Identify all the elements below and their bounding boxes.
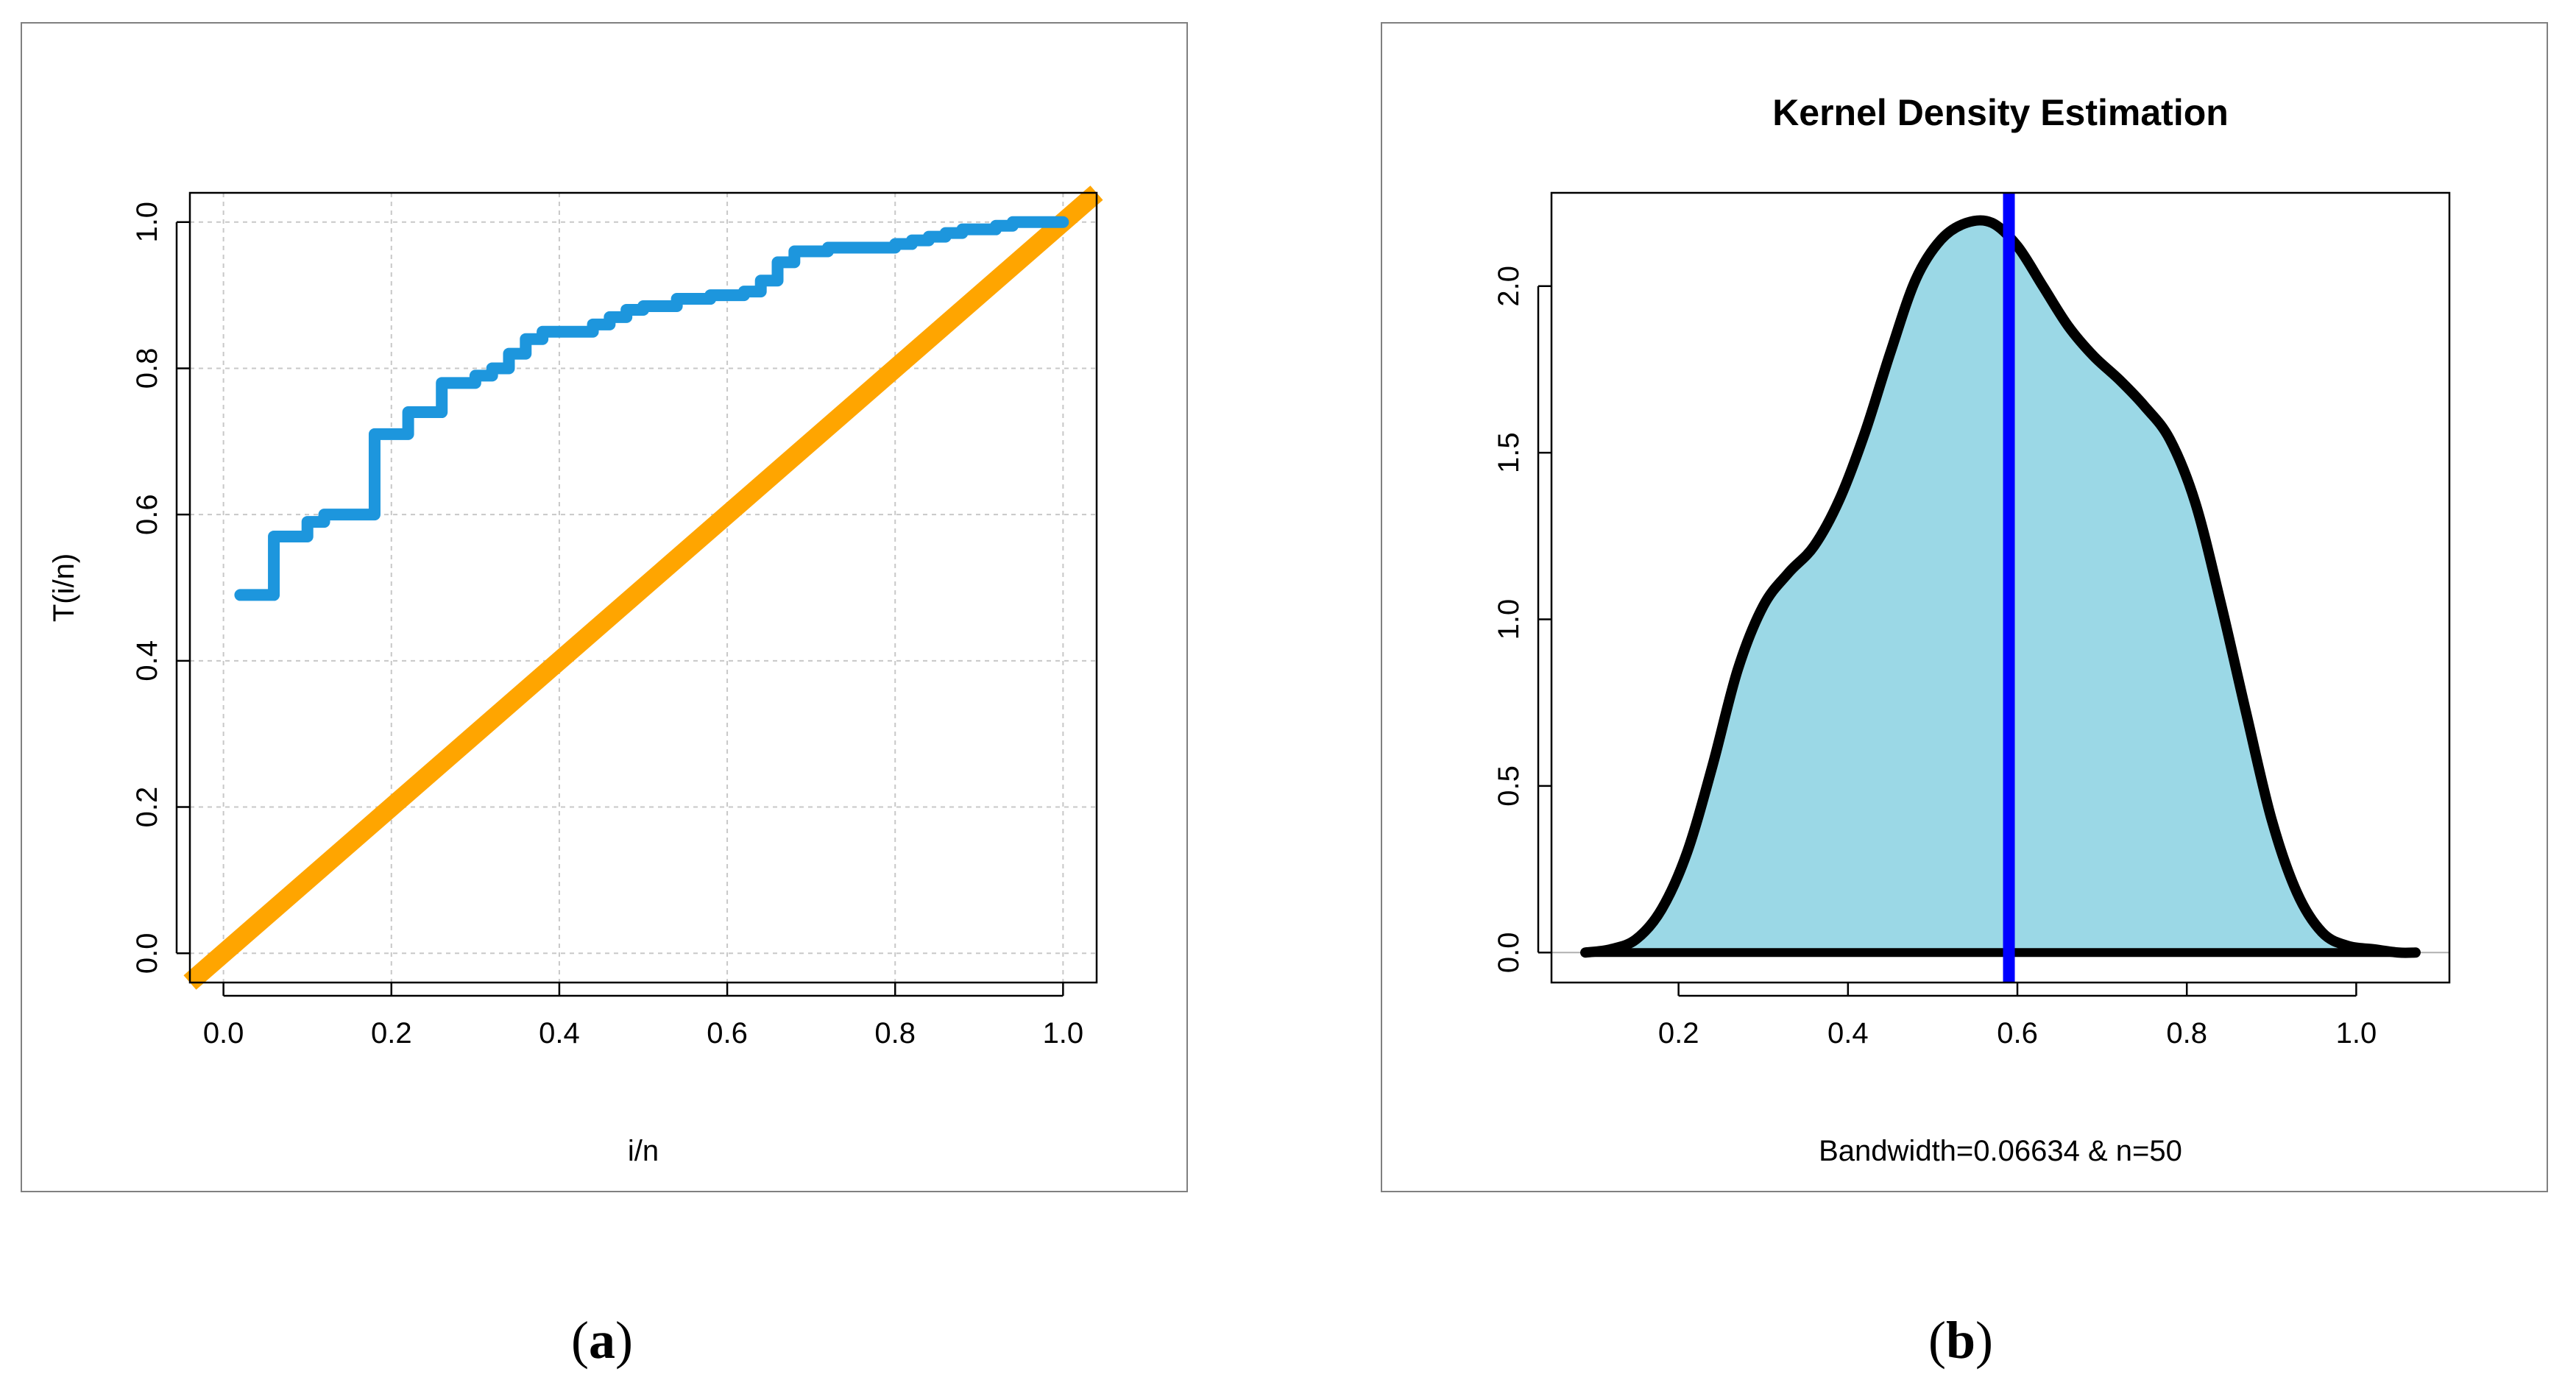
chart-b-y-tick-label: 1.5 (1493, 432, 1525, 473)
chart-b-y-axis: 0.0 0.5 1.0 1.5 2.0 (1493, 266, 1551, 973)
chart-b-density-area (1585, 220, 2416, 953)
chart-a-x-axis: 0.0 0.2 0.4 0.6 0.8 1.0 (203, 983, 1083, 1050)
caption-b-svg: (b) (1928, 1311, 1993, 1370)
chart-b-y-tick-label: 2.0 (1493, 266, 1525, 307)
chart-a-diagonal-line (183, 185, 1103, 990)
chart-b-y-tick-label: 1.0 (1493, 599, 1525, 640)
chart-a-y-label: T(i/n) (48, 553, 80, 622)
caption-a-text: (a) (571, 1311, 633, 1370)
chart-b-title: Kernel Density Estimation (1772, 92, 2229, 133)
caption-b-text: (b) (1928, 1311, 1993, 1370)
chart-a-frame (21, 22, 1188, 1192)
chart-b-plot-box (1550, 191, 2451, 984)
caption-a-svg: (a) (571, 1311, 633, 1370)
chart-b-x-axis: 0.2 0.4 0.6 0.8 1.0 (1658, 983, 2377, 1050)
chart-b-x-tick-label: 1.0 (2336, 1017, 2377, 1050)
chart-b-x-tick-label: 0.8 (2166, 1017, 2207, 1050)
chart-a-panel: 0.0 0.2 0.4 0.6 0.8 1.0 0.0 0.2 0.4 0.6 0.8 1.0 i/… (21, 22, 1188, 1192)
chart-b-x-label: Bandwidth=0.06634 & n=50 (1819, 1135, 2182, 1167)
chart-a-x-tick-label: 0.2 (371, 1017, 412, 1050)
chart-a-x-tick-label: 0.0 (203, 1017, 244, 1050)
chart-b-panel: Kernel Density Estimation 0.2 0.4 0.6 0.8 1.… (1381, 22, 2548, 1192)
chart-a-series (183, 185, 1103, 990)
chart-a-y-axis: 0.0 0.2 0.4 0.6 0.8 1.0 (131, 202, 190, 974)
chart-a-y-tick-label: 0.2 (131, 787, 163, 828)
chart-a-y-tick-label: 1.0 (131, 202, 163, 243)
chart-b-y-tick-label: 0.0 (1493, 932, 1525, 973)
caption-b: (b) (1894, 1303, 2027, 1376)
chart-a-y-tick-label: 0.0 (131, 932, 163, 974)
chart-a-x-tick-label: 1.0 (1043, 1017, 1084, 1050)
chart-b-x-tick-label: 0.4 (1827, 1017, 1869, 1050)
caption-a: (a) (536, 1303, 668, 1376)
chart-a-x-tick-label: 0.8 (874, 1017, 916, 1050)
chart-a-x-tick-label: 0.4 (539, 1017, 580, 1050)
chart-a-x-tick-label: 0.6 (707, 1017, 748, 1050)
chart-a-y-tick-label: 0.8 (131, 348, 163, 389)
chart-b-x-tick-label: 0.6 (1997, 1017, 2038, 1050)
chart-a-y-tick-label: 0.4 (131, 640, 163, 682)
chart-a-x-label: i/n (628, 1135, 659, 1167)
chart-b-y-tick-label: 0.5 (1493, 765, 1525, 807)
chart-a-plot-box (188, 191, 1098, 984)
chart-a-ttt-curve (234, 216, 1069, 601)
chart-b-x-tick-label: 0.2 (1658, 1017, 1699, 1050)
chart-a-y-tick-label: 0.6 (131, 494, 163, 535)
